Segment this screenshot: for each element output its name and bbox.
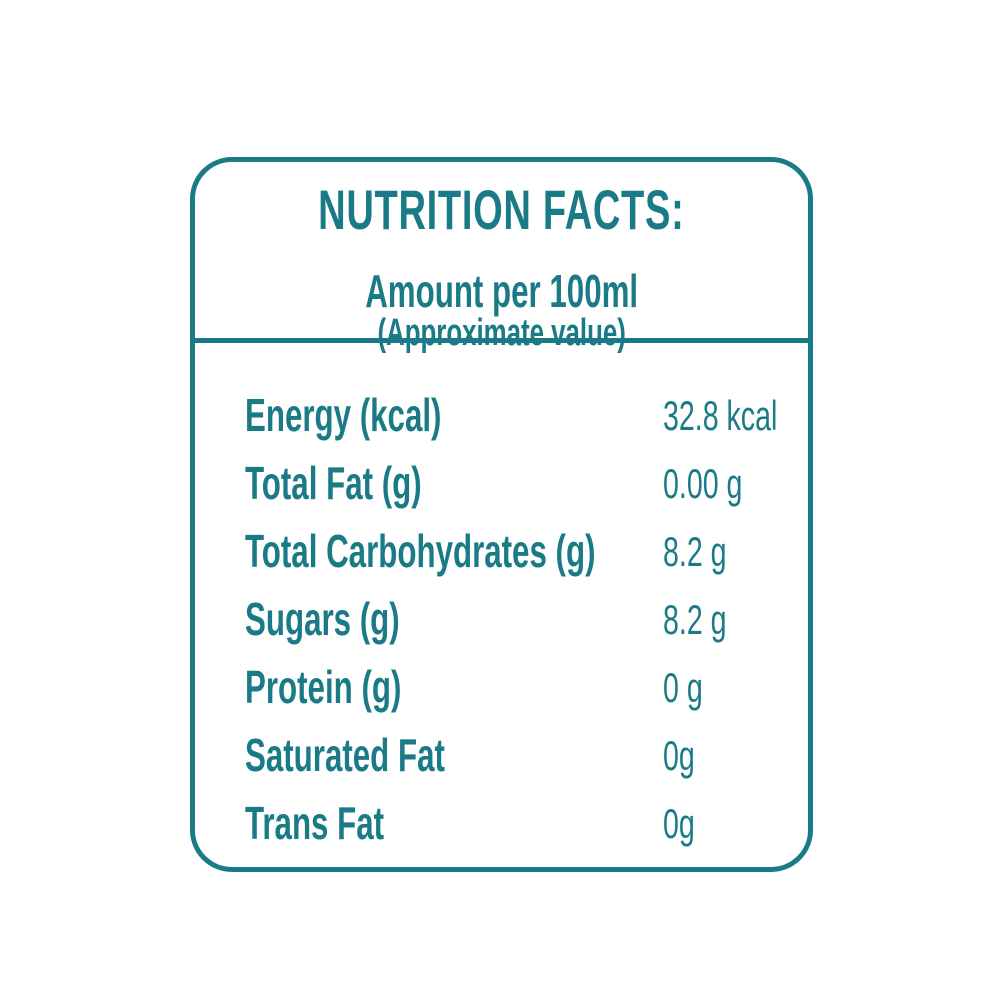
nutrient-table: Energy (kcal) 32.8 kcal Total Fat (g) 0.…: [245, 381, 793, 857]
nutrient-name: Saturated Fat: [245, 729, 445, 781]
nutrient-value: 8.2 g: [663, 596, 727, 643]
nutrient-row-protein: Protein (g) 0 g: [245, 653, 793, 721]
nutrient-value: 0g: [663, 732, 695, 779]
nutrient-name: Protein (g): [245, 661, 402, 713]
header-divider: [190, 338, 813, 343]
nutrient-name: Sugars (g): [245, 593, 400, 645]
nutrient-row-sugars: Sugars (g) 8.2 g: [245, 585, 793, 653]
nutrient-value: 0.00 g: [663, 460, 743, 507]
nutrient-name: Trans Fat: [245, 797, 385, 849]
nutrient-name: Total Fat (g): [245, 457, 422, 509]
nutrition-title: NUTRITION FACTS:: [318, 178, 685, 241]
nutrient-row-energy: Energy (kcal) 32.8 kcal: [245, 381, 793, 449]
nutrient-row-trans-fat: Trans Fat 0g: [245, 789, 793, 857]
nutrition-title-row: NUTRITION FACTS:: [195, 182, 808, 238]
nutrient-value: 32.8 kcal: [663, 392, 778, 439]
nutrient-value: 0 g: [663, 664, 703, 711]
nutrient-name: Total Carbohydrates (g): [245, 525, 596, 577]
nutrient-value: 0g: [663, 800, 695, 847]
serving-line: Amount per 100ml(Approximate value): [195, 268, 808, 352]
nutrient-row-total-fat: Total Fat (g) 0.00 g: [245, 449, 793, 517]
nutrient-row-total-carbohydrates: Total Carbohydrates (g) 8.2 g: [245, 517, 793, 585]
serving-note: (Approximate value): [377, 312, 626, 354]
serving-amount: Amount per 100ml: [365, 265, 638, 317]
nutrient-row-saturated-fat: Saturated Fat 0g: [245, 721, 793, 789]
nutrition-label-card: NUTRITION FACTS: Amount per 100ml(Approx…: [190, 157, 813, 872]
nutrient-name: Energy (kcal): [245, 389, 442, 441]
nutrient-value: 8.2 g: [663, 528, 727, 575]
